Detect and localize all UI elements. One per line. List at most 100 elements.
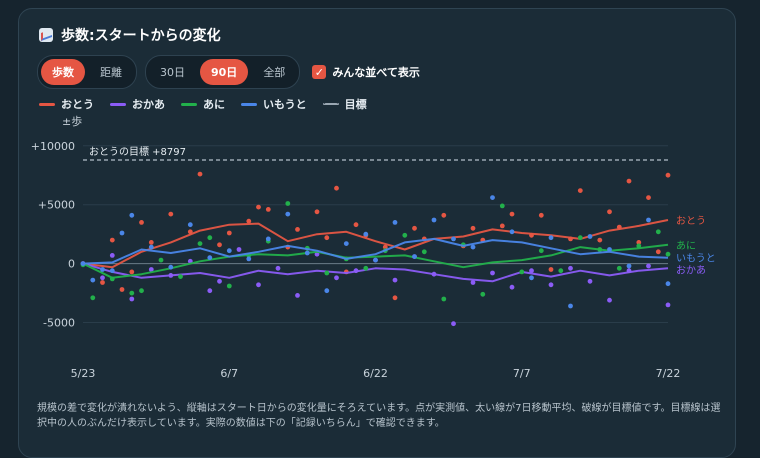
chart-icon <box>39 28 53 42</box>
legend-label-imouto: いもうと <box>263 98 307 111</box>
data-point <box>490 195 495 201</box>
data-point <box>665 281 671 287</box>
data-point <box>587 278 593 284</box>
period-30-button[interactable]: 30日 <box>160 66 185 79</box>
data-point <box>607 297 612 303</box>
title-row: 歩数:スタートからの変化 <box>39 25 221 45</box>
chart-plot: -5000 0 +5000 +10000 ±歩 5/23 6/7 6/22 7/7 7/22 おとう… <box>31 114 716 380</box>
metric-distance-button[interactable]: 距離 <box>100 66 122 79</box>
data-point <box>129 269 135 275</box>
chart-card: 歩数:スタートからの変化 歩数 距離 30日 90日 全部 ✓ みんな並べて表示… <box>18 8 736 458</box>
data-point <box>314 209 320 215</box>
legend-item-target[interactable]: 目標 <box>322 96 367 112</box>
data-point <box>129 290 135 296</box>
data-point <box>509 229 515 235</box>
data-point <box>646 195 651 201</box>
data-point <box>626 178 632 184</box>
data-point <box>324 235 330 241</box>
chart-title: 歩数:スタートからの変化 <box>61 28 221 44</box>
period-all-button[interactable]: 全部 <box>263 66 286 79</box>
chart-note: 規模の差で変化が潰れないよう、縦軸はスタート日からの変化量にそろえています。点が… <box>37 403 721 429</box>
data-point <box>597 237 603 243</box>
data-point <box>353 268 359 274</box>
data-point <box>90 295 96 301</box>
data-point <box>441 212 447 218</box>
legend-swatch-imouto <box>241 102 257 106</box>
period-90-button[interactable]: 90日 <box>200 59 249 85</box>
data-point <box>207 255 213 261</box>
data-point <box>168 273 174 278</box>
legend-swatch-target <box>322 103 339 105</box>
data-point <box>178 274 183 279</box>
legend-item-imouto[interactable]: いもうと <box>241 96 307 112</box>
data-point <box>499 203 505 209</box>
data-point <box>265 207 271 212</box>
data-point <box>451 236 456 242</box>
legend-swatch-otou <box>39 102 55 106</box>
data-point <box>236 247 242 252</box>
show-all-checkbox[interactable]: ✓ <box>312 65 327 79</box>
data-point <box>392 295 398 301</box>
data-point <box>655 229 661 235</box>
data-point <box>665 251 671 257</box>
data-point <box>353 222 359 228</box>
data-point <box>577 188 583 194</box>
data-point <box>509 211 515 217</box>
data-point <box>148 244 154 250</box>
data-point <box>80 261 86 266</box>
data-point <box>646 263 651 269</box>
data-point <box>636 243 642 249</box>
show-all-label: みんな並べて表示 <box>332 66 420 79</box>
data-point <box>90 277 96 283</box>
data-point <box>324 288 330 294</box>
data-point <box>412 225 417 231</box>
data-point <box>626 263 632 269</box>
data-point <box>607 247 612 252</box>
data-point <box>568 303 573 309</box>
data-point <box>139 288 144 294</box>
data-point <box>616 224 622 230</box>
data-point <box>382 244 388 250</box>
data-point <box>636 240 642 245</box>
x-tick-label: 6/22 <box>363 367 388 380</box>
data-point <box>100 267 105 272</box>
data-point <box>304 250 310 256</box>
data-point <box>626 268 632 274</box>
data-point <box>226 283 232 289</box>
data-point <box>334 185 339 191</box>
series-end-label: おとう <box>676 215 706 227</box>
data-point <box>168 211 174 217</box>
data-point <box>226 248 232 254</box>
data-point <box>343 241 349 247</box>
legend-swatch-okaa <box>110 102 126 106</box>
show-all-toggle[interactable]: ✓ みんな並べて表示 <box>312 64 420 80</box>
data-point <box>129 212 135 218</box>
series-end-label: あに <box>676 240 696 252</box>
legend-item-otou[interactable]: おとう <box>39 96 94 112</box>
legend-item-ani[interactable]: あに <box>181 96 225 112</box>
data-point <box>490 270 495 276</box>
legend-label-ani: あに <box>203 98 225 111</box>
data-point <box>519 269 525 275</box>
data-point <box>538 212 544 218</box>
data-point <box>139 220 144 225</box>
data-point <box>548 267 554 272</box>
data-point <box>295 293 300 298</box>
series-line <box>82 243 669 279</box>
data-point <box>568 236 573 242</box>
y-axis-label: ±歩 <box>62 114 82 128</box>
data-point <box>256 282 261 288</box>
data-point <box>470 225 476 231</box>
data-point <box>119 287 125 292</box>
data-point <box>470 244 476 250</box>
data-point <box>217 278 222 284</box>
data-point <box>109 276 115 282</box>
data-point <box>431 271 437 277</box>
metric-steps-button[interactable]: 歩数 <box>41 59 85 85</box>
data-point <box>665 302 671 308</box>
data-point <box>509 284 515 290</box>
series-end-label: おかあ <box>676 265 706 277</box>
legend-item-okaa[interactable]: おかあ <box>110 96 165 112</box>
data-point <box>148 267 154 272</box>
data-point <box>548 235 554 241</box>
